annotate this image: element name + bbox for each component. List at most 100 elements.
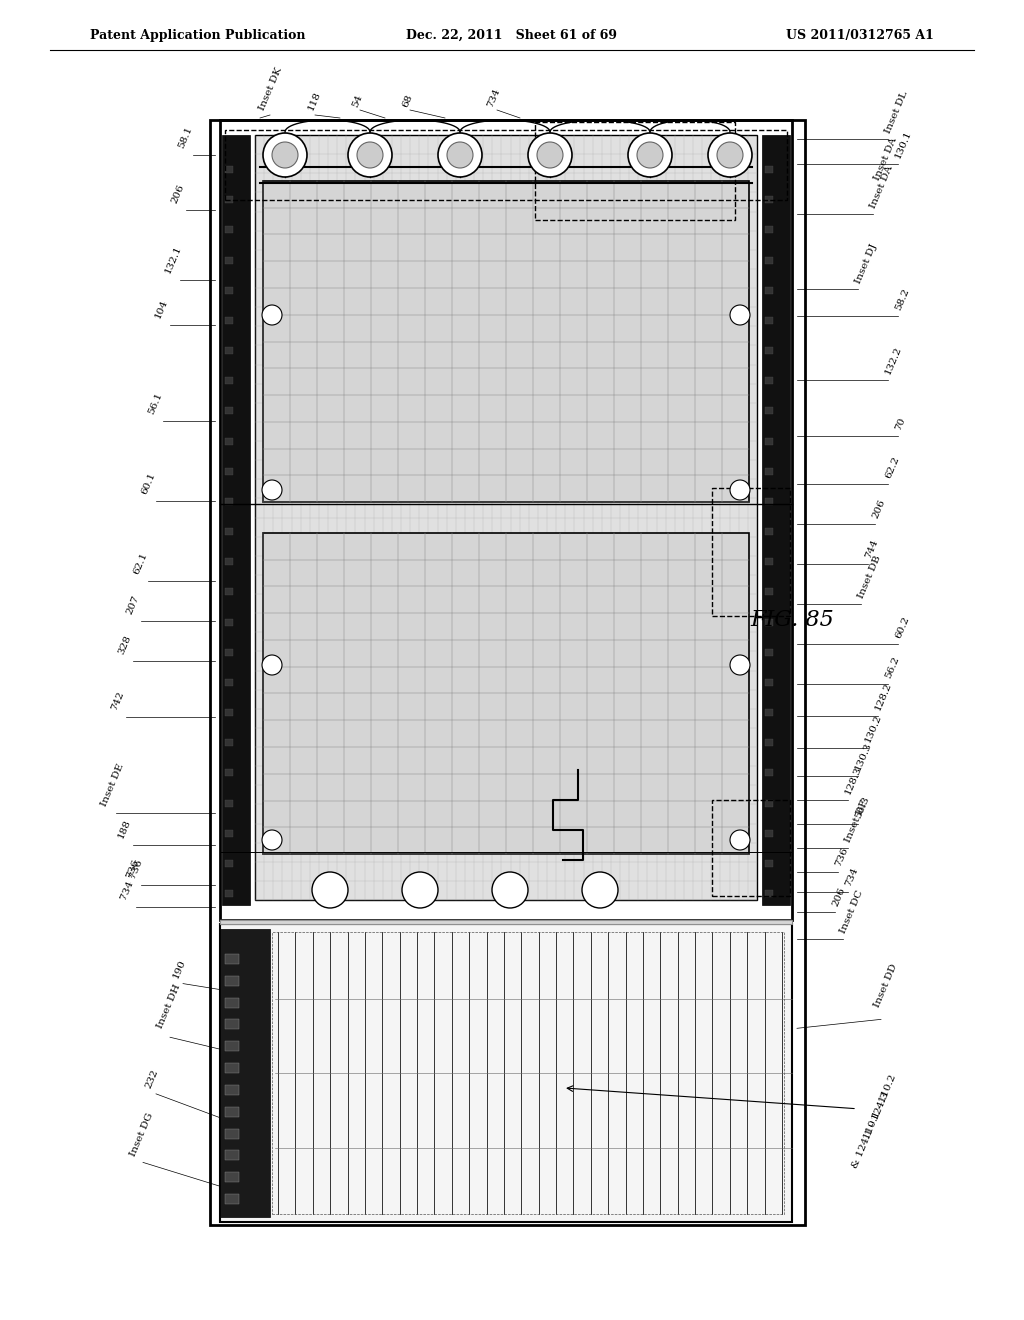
Text: Inset DD: Inset DD <box>872 964 899 1010</box>
Bar <box>225 859 233 867</box>
Text: 110.1 - 110.2: 110.1 - 110.2 <box>863 1073 898 1140</box>
Circle shape <box>730 655 750 675</box>
Circle shape <box>730 480 750 500</box>
Bar <box>225 378 233 384</box>
Bar <box>765 347 773 354</box>
Bar <box>765 528 773 535</box>
Text: & 124.1 - 124.3: & 124.1 - 124.3 <box>851 1092 891 1170</box>
Bar <box>272 932 784 1214</box>
Text: 232: 232 <box>143 1068 160 1089</box>
Circle shape <box>263 133 307 177</box>
Text: Inset DA: Inset DA <box>872 136 899 182</box>
Text: 734: 734 <box>844 866 860 888</box>
Bar <box>765 770 773 776</box>
Text: 188: 188 <box>117 818 133 840</box>
Bar <box>225 1019 239 1030</box>
Bar <box>225 648 233 656</box>
Bar <box>765 739 773 746</box>
Text: 56.2: 56.2 <box>884 655 901 680</box>
Text: 734: 734 <box>485 87 502 108</box>
Circle shape <box>708 133 752 177</box>
Circle shape <box>447 143 473 168</box>
Bar <box>765 317 773 323</box>
Bar <box>263 181 749 502</box>
Text: Inset DC: Inset DC <box>839 890 865 935</box>
Text: 58.2: 58.2 <box>894 288 911 312</box>
Text: Inset DG: Inset DG <box>129 1111 156 1158</box>
Text: US 2011/0312765 A1: US 2011/0312765 A1 <box>786 29 934 41</box>
Text: 60.1: 60.1 <box>139 471 157 496</box>
Bar <box>765 378 773 384</box>
Circle shape <box>528 133 572 177</box>
Circle shape <box>717 143 743 168</box>
Bar <box>255 135 757 900</box>
Bar <box>765 197 773 203</box>
Circle shape <box>730 305 750 325</box>
Bar <box>225 954 239 964</box>
Text: Patent Application Publication: Patent Application Publication <box>90 29 305 41</box>
Bar <box>225 890 233 898</box>
Text: 207: 207 <box>125 594 140 616</box>
Bar <box>225 589 233 595</box>
Circle shape <box>730 830 750 850</box>
Bar <box>765 619 773 626</box>
Text: Inset DE: Inset DE <box>99 763 126 808</box>
Circle shape <box>628 133 672 177</box>
Text: 132.2: 132.2 <box>884 345 903 376</box>
Text: 118: 118 <box>306 90 322 112</box>
Bar <box>220 924 792 1222</box>
Text: 206: 206 <box>170 183 185 205</box>
Bar <box>765 558 773 565</box>
Text: Inset DB: Inset DB <box>857 554 883 601</box>
Text: 130.3: 130.3 <box>854 741 873 772</box>
Bar <box>225 830 233 837</box>
Bar <box>225 1085 239 1094</box>
Text: 62.2: 62.2 <box>884 455 901 480</box>
Bar <box>225 558 233 565</box>
Bar <box>765 256 773 264</box>
Bar <box>765 438 773 445</box>
Bar <box>225 467 233 475</box>
Bar <box>225 1063 239 1073</box>
Circle shape <box>492 873 528 908</box>
Bar <box>225 1195 239 1204</box>
Bar <box>765 589 773 595</box>
Text: 206: 206 <box>870 498 887 520</box>
Text: 58.1: 58.1 <box>177 125 194 150</box>
Text: 56.3: 56.3 <box>854 795 871 820</box>
Circle shape <box>262 830 282 850</box>
Circle shape <box>262 655 282 675</box>
Bar <box>225 1129 239 1138</box>
Bar <box>765 408 773 414</box>
Text: 54: 54 <box>351 92 365 108</box>
Bar <box>225 800 233 807</box>
Text: 128.3: 128.3 <box>844 766 863 796</box>
Text: 734 736: 734 736 <box>120 859 144 902</box>
Bar <box>225 709 233 715</box>
Bar <box>225 197 233 203</box>
Text: Inset DK: Inset DK <box>258 66 284 112</box>
Bar <box>225 1041 239 1051</box>
Text: 62.1: 62.1 <box>132 552 150 576</box>
Bar <box>765 830 773 837</box>
Circle shape <box>402 873 438 908</box>
Text: Inset DJ: Inset DJ <box>854 243 879 285</box>
Bar <box>225 975 239 986</box>
Bar <box>765 286 773 294</box>
Bar <box>765 648 773 656</box>
Text: Inset DL: Inset DL <box>884 90 909 135</box>
Circle shape <box>262 305 282 325</box>
Bar <box>225 619 233 626</box>
Bar <box>765 467 773 475</box>
Circle shape <box>582 873 618 908</box>
Bar <box>712 800 790 896</box>
Text: Dec. 22, 2011   Sheet 61 of 69: Dec. 22, 2011 Sheet 61 of 69 <box>407 29 617 41</box>
Bar <box>263 533 749 854</box>
Bar <box>225 129 787 201</box>
Circle shape <box>312 873 348 908</box>
Bar <box>225 678 233 686</box>
Bar <box>225 166 233 173</box>
Bar <box>765 166 773 173</box>
Circle shape <box>438 133 482 177</box>
Bar <box>225 347 233 354</box>
